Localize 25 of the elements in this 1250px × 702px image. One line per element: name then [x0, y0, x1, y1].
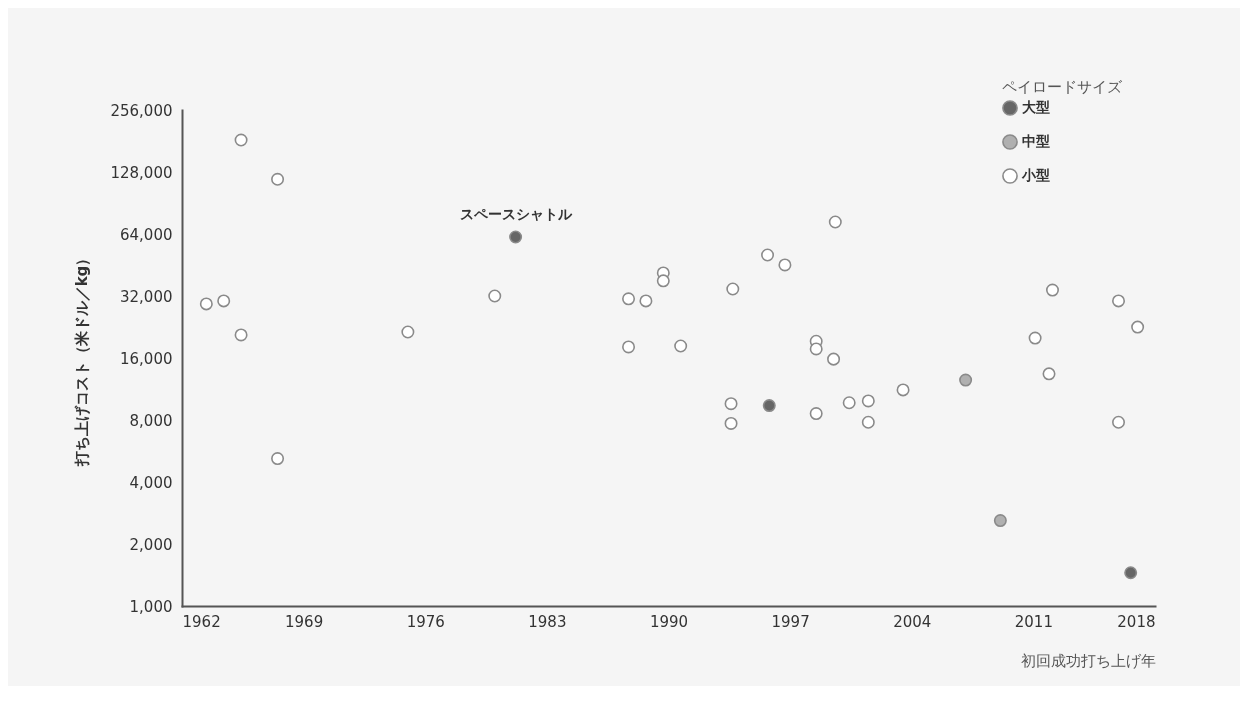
legend-label: 小型 [1021, 167, 1050, 183]
y-tick-label: 4,000 [129, 473, 173, 492]
x-tick-label: 2011 [1014, 612, 1053, 631]
x-tick-label: 2018 [1117, 612, 1156, 631]
legend-label: 大型 [1022, 99, 1050, 115]
y-tick-label: 1,000 [129, 597, 173, 616]
x-tick-label: 1976 [406, 612, 445, 631]
x-tick-label: 1983 [528, 612, 567, 631]
y-axis-title: 打ち上げコスト（米ドル／kg） [73, 250, 92, 468]
x-axis-title: 初回成功打ち上げ年 [1020, 651, 1156, 670]
y-tick-label: 2,000 [129, 535, 173, 554]
x-tick-label: 1962 [182, 612, 221, 631]
annotation: スペースシャトル [459, 205, 573, 222]
y-tick-label: 256,000 [110, 101, 173, 120]
legend-title: ペイロードサイズ [1002, 78, 1123, 96]
x-tick-label: 1990 [649, 612, 689, 631]
y-tick-label: 8,000 [129, 411, 173, 430]
x-tick-label: 1969 [285, 612, 324, 631]
y-tick-label: 16,000 [120, 349, 173, 368]
y-tick-label: 32,000 [120, 287, 173, 306]
legend-label: 中型 [1022, 133, 1050, 149]
y-tick-label: 128,000 [110, 163, 173, 182]
x-tick-label: 1997 [771, 612, 810, 631]
x-tick-label: 2004 [893, 612, 932, 631]
y-tick-label: 64,000 [120, 225, 173, 244]
